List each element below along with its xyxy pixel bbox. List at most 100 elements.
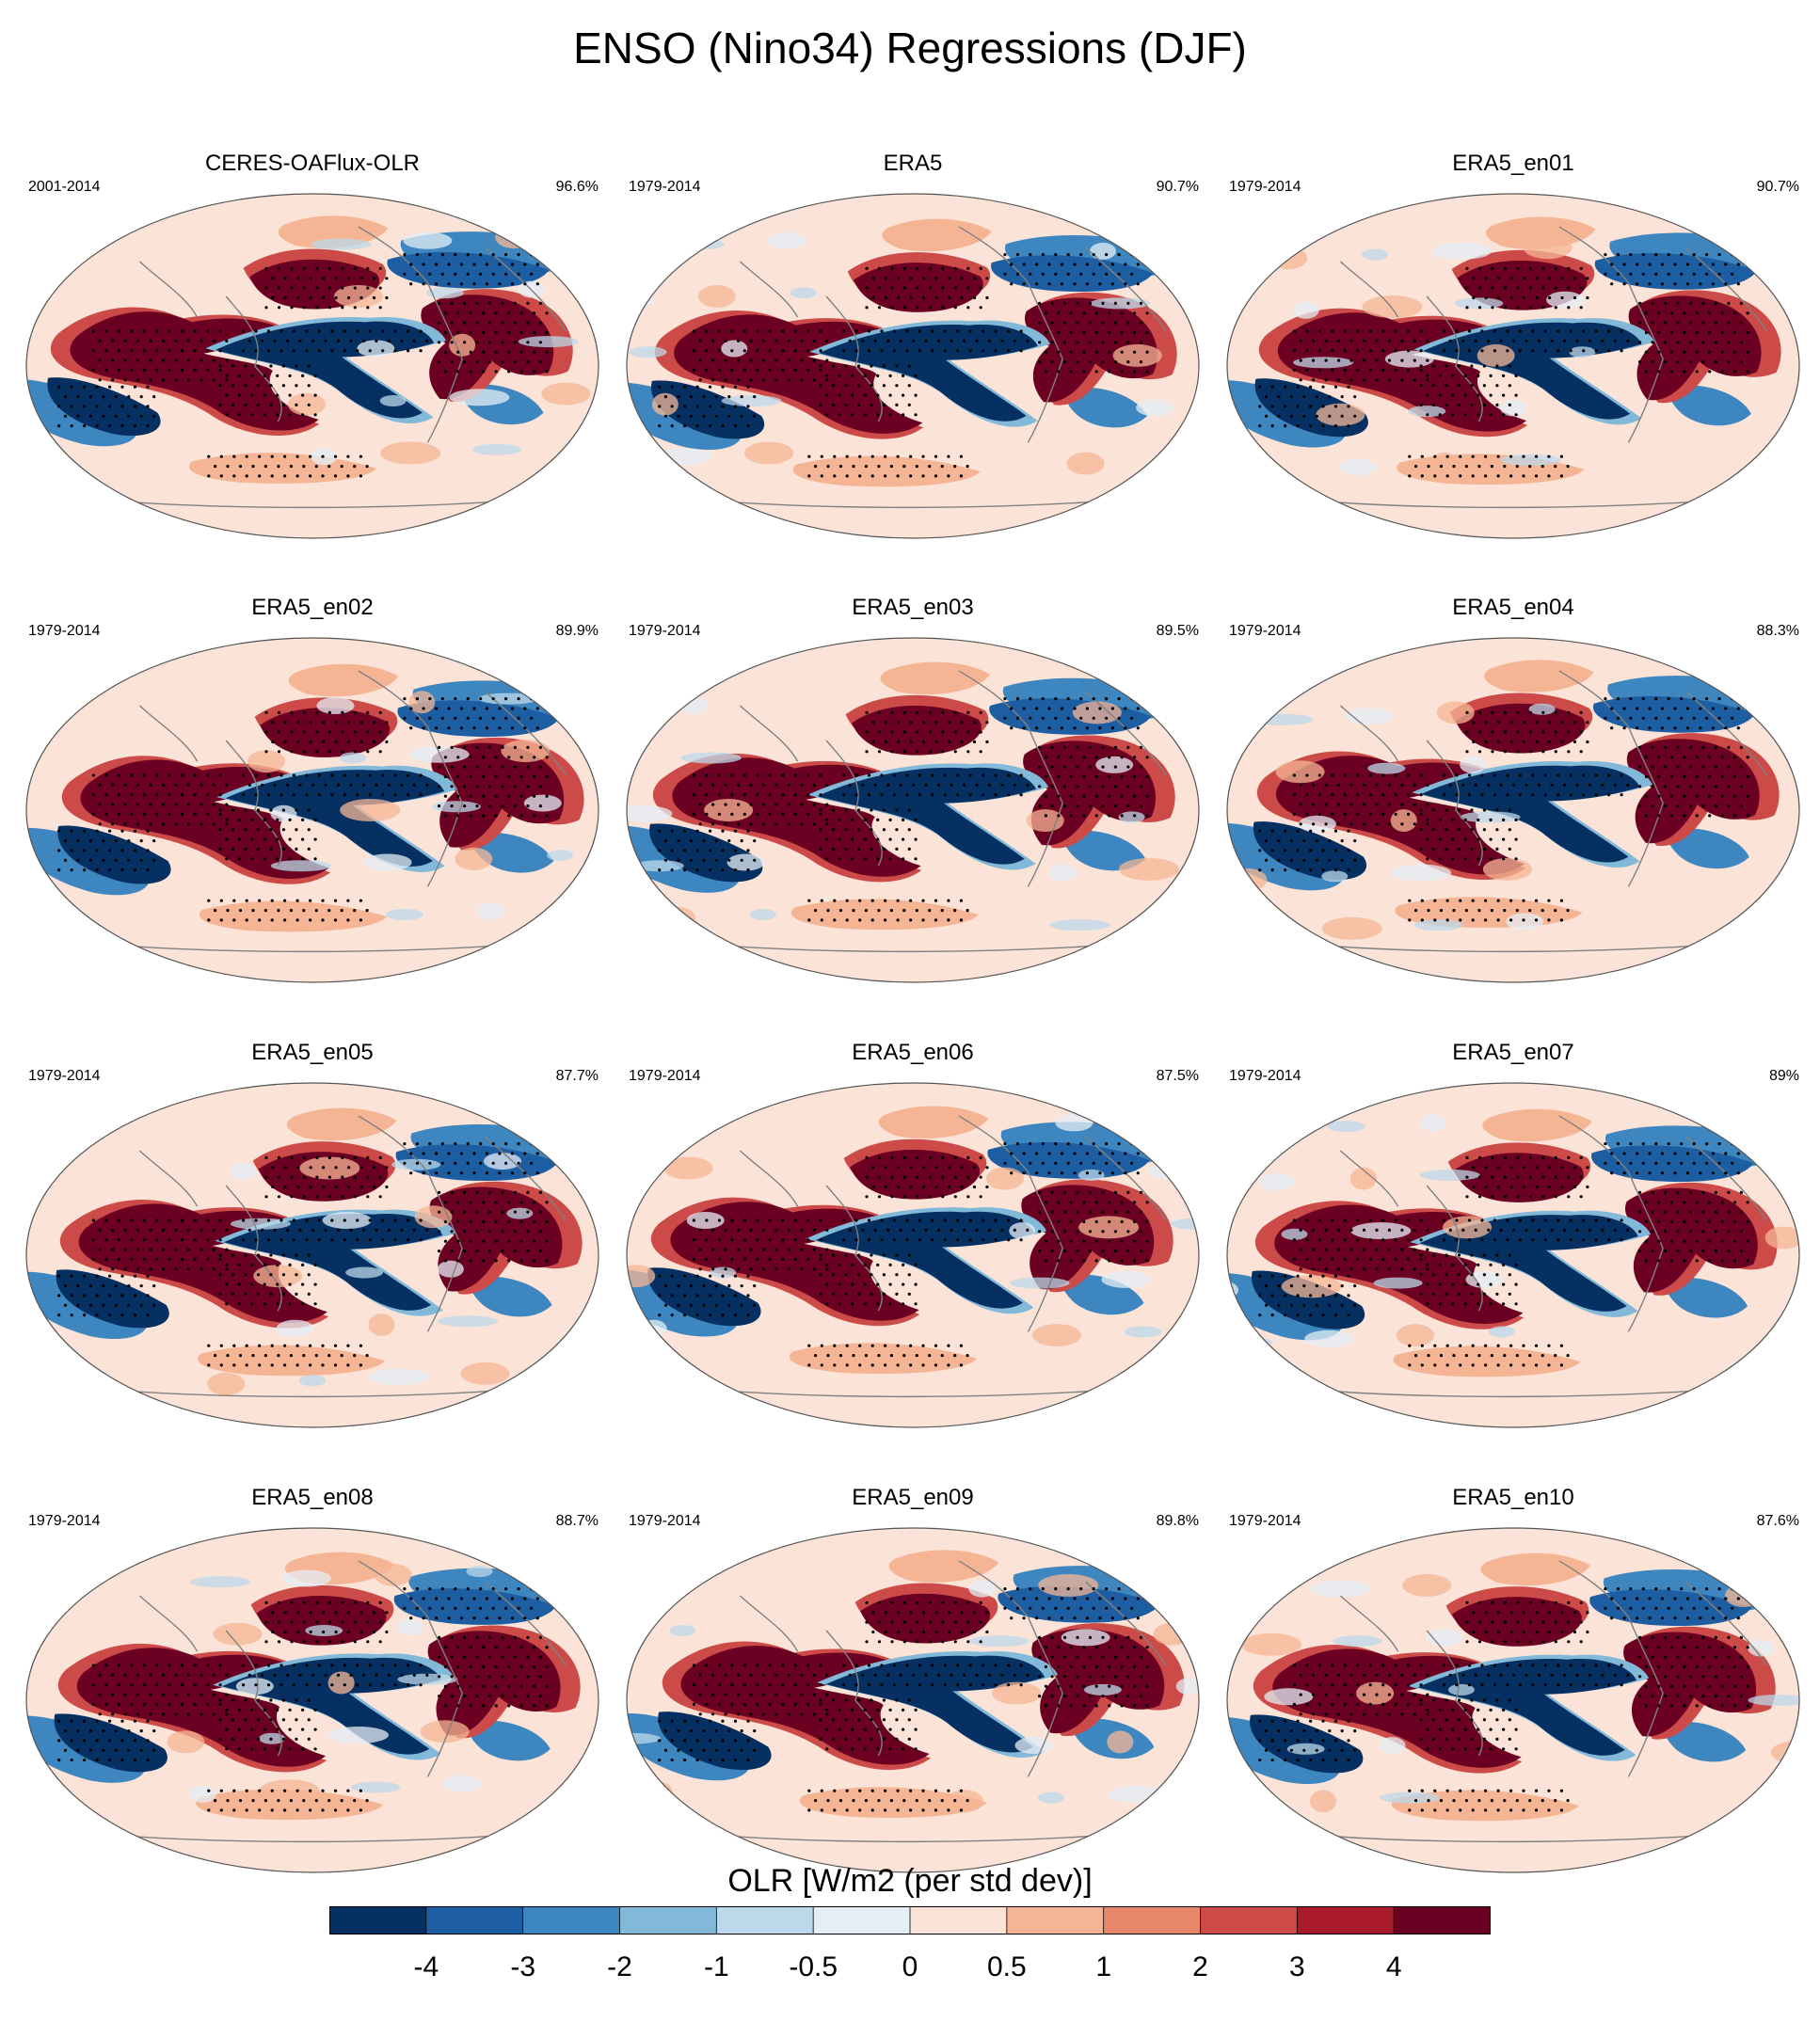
stipple-dot <box>953 1354 957 1358</box>
stipple-dot <box>1733 756 1737 759</box>
stipple-dot <box>876 1282 880 1286</box>
stipple-dot <box>814 909 818 913</box>
stipple-dot <box>774 1712 778 1716</box>
stipple-dot <box>825 1282 829 1286</box>
stipple-dot <box>1482 403 1486 406</box>
stipple-dot <box>545 1704 549 1708</box>
stipple-dot <box>443 1239 447 1243</box>
stipple-dot <box>1124 1616 1127 1620</box>
stipple-dot <box>459 1597 464 1600</box>
stipple-dot <box>1139 1230 1142 1234</box>
stipple-dot <box>1554 1155 1557 1159</box>
coastline <box>1558 1115 1664 1332</box>
stipple-dot <box>346 899 350 902</box>
stipple-dot <box>740 414 743 418</box>
stipple-dot <box>1139 785 1142 788</box>
stipple-dot <box>98 1228 102 1232</box>
stipple-dot <box>1651 1230 1654 1234</box>
stipple-dot <box>781 349 785 353</box>
stipple-dot <box>1560 721 1564 724</box>
stipple-dot <box>438 1230 441 1234</box>
stipple-dot <box>302 909 306 913</box>
stipple-dot <box>1139 804 1142 808</box>
stipple-dot <box>538 1655 543 1659</box>
stipple-dot <box>108 1314 112 1317</box>
stipple-dot <box>1724 707 1728 710</box>
stipple-dot <box>880 1664 884 1667</box>
stipple-dot <box>1258 424 1262 428</box>
stipple-dot <box>295 1808 299 1812</box>
stipple-dot <box>1105 1142 1109 1146</box>
stipple-dot <box>1299 1248 1302 1251</box>
stipple-dot <box>1459 454 1462 458</box>
stipple-dot <box>155 1218 159 1222</box>
stipple-dot <box>698 358 702 362</box>
stipple-dot <box>277 1799 280 1803</box>
stipple-dot <box>1324 358 1328 362</box>
stipple-dot <box>463 1250 467 1253</box>
stipple-dot <box>1337 783 1341 787</box>
stipple-dot <box>245 1344 248 1347</box>
stipple-dot <box>979 266 982 270</box>
stipple-dot <box>375 1673 378 1677</box>
stipple-dot <box>1130 1606 1134 1610</box>
stipple-dot <box>1302 839 1306 843</box>
stipple-dot <box>863 818 867 821</box>
stipple-dot <box>1356 1218 1360 1222</box>
stipple-dot <box>1343 773 1347 777</box>
stipple-dot <box>746 1739 750 1743</box>
stipple-dot <box>677 395 680 399</box>
stipple-dot <box>155 812 159 816</box>
stipple-dot <box>1727 301 1731 305</box>
stipple-dot <box>670 849 674 852</box>
stipple-dot <box>400 1673 404 1677</box>
stipple-dot <box>218 1683 222 1687</box>
stipple-dot <box>858 1344 862 1347</box>
stipple-dot <box>523 726 527 730</box>
stipple-dot <box>959 1344 963 1347</box>
noise-patch <box>299 1156 360 1180</box>
stipple-dot <box>301 393 305 397</box>
stipple-dot <box>250 1282 254 1286</box>
stipple-dot <box>1695 330 1699 335</box>
stipple-dot <box>88 1284 92 1288</box>
stipple-dot <box>880 349 884 353</box>
stipple-dot <box>1457 1273 1461 1277</box>
stipple-dot <box>538 321 543 325</box>
stipple-dot <box>463 341 467 344</box>
stipple-dot <box>1082 814 1086 818</box>
stipple-dot <box>305 349 309 353</box>
stipple-dot <box>1443 329 1446 333</box>
stipple-dot <box>1548 1185 1552 1189</box>
stipple-dot <box>400 339 404 342</box>
stipple-dot <box>1651 804 1654 808</box>
stipple-dot <box>1482 808 1486 812</box>
stipple-dot <box>435 1597 439 1600</box>
stipple-dot <box>928 1600 932 1604</box>
stipple-dot <box>994 773 998 777</box>
stipple-dot <box>526 785 530 788</box>
stipple-dot <box>689 839 693 843</box>
stipple-dot <box>1309 829 1313 833</box>
stipple-dot <box>263 1302 266 1306</box>
stipple-dot <box>200 803 203 806</box>
stipple-dot <box>1400 783 1404 787</box>
stipple-dot <box>155 368 159 372</box>
stipple-dot <box>1491 730 1494 734</box>
stipple-dot <box>882 847 886 851</box>
noise-patch <box>1124 1326 1162 1338</box>
stipple-dot <box>1069 1239 1073 1243</box>
stipple-dot <box>504 253 508 257</box>
stipple-dot <box>972 295 977 300</box>
stipple-dot <box>1736 1152 1740 1155</box>
stipple-dot <box>1708 1239 1712 1243</box>
stipple-dot <box>238 1354 243 1358</box>
stipple-dot <box>1445 899 1449 902</box>
stipple-dot <box>76 1303 80 1307</box>
stipple-dot <box>909 1363 913 1367</box>
stipple-dot <box>1727 804 1731 808</box>
stipple-dot <box>1375 1248 1379 1251</box>
stipple-dot <box>683 1719 687 1723</box>
stipple-dot <box>95 868 99 872</box>
stipple-dot <box>533 311 536 315</box>
